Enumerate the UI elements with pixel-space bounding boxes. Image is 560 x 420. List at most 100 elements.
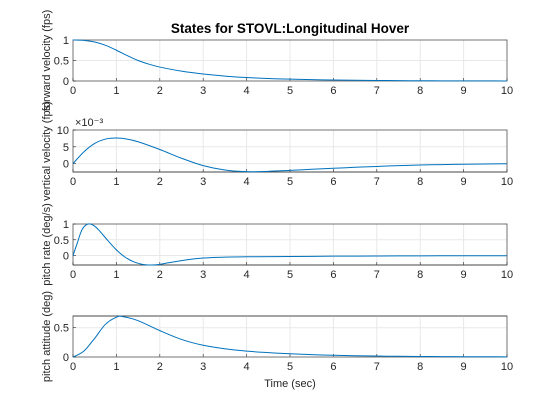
x-tick-label: 7 [374, 176, 380, 188]
data-point [268, 352, 270, 354]
data-point [72, 39, 74, 41]
x-tick-label: 6 [330, 269, 336, 281]
data-point [419, 80, 421, 82]
x-tick-label: 10 [501, 85, 513, 97]
data-point [246, 77, 248, 79]
data-point [463, 356, 465, 358]
y-tick-label: 0 [63, 76, 69, 88]
data-point [202, 73, 204, 75]
data-point [268, 171, 270, 173]
data-point [116, 49, 118, 51]
x-tick-label: 8 [417, 85, 423, 97]
x-tick-label: 8 [417, 269, 423, 281]
data-point [72, 163, 74, 165]
data-point [419, 164, 421, 166]
x-tick-label: 5 [287, 176, 293, 188]
data-point [90, 223, 92, 225]
x-tick-label: 4 [244, 85, 250, 97]
data-point [224, 169, 226, 171]
x-tick-label: 10 [501, 361, 513, 373]
data-point [77, 242, 79, 244]
x-tick-label: 5 [287, 85, 293, 97]
data-point [333, 354, 335, 356]
subplot-2: 0 1 2 3 4 5 6 7 8 9 10 0 5 10 ×10⁻³ vertical velocity (… [41, 101, 513, 201]
data-point [289, 256, 291, 258]
data-point [181, 260, 183, 262]
data-point [311, 79, 313, 81]
x-axis-label: Time (sec) [264, 378, 316, 390]
y-tick-label: 10 [57, 125, 69, 137]
data-point [398, 355, 400, 357]
x-tick-label: 1 [113, 85, 119, 97]
data-point [506, 163, 508, 165]
x-tick-label: 3 [200, 176, 206, 188]
data-point [124, 256, 126, 258]
data-point [354, 355, 356, 357]
data-point [333, 255, 335, 257]
data-point [398, 80, 400, 82]
data-point [126, 55, 128, 57]
data-point [419, 255, 421, 257]
y-tick-label: 0.5 [54, 56, 69, 68]
axes-border [72, 129, 508, 173]
x-tick-label: 2 [157, 361, 163, 373]
data-point [81, 230, 83, 232]
data-point [94, 41, 96, 43]
x-tick-label: 3 [200, 85, 206, 97]
data-point [441, 80, 443, 82]
data-point [224, 75, 226, 77]
x-tick-label: 3 [200, 269, 206, 281]
x-tick-label: 4 [244, 176, 250, 188]
data-point [311, 169, 313, 171]
y-axis-label: pitch attitude (deg) [41, 291, 53, 382]
axes-border [72, 39, 508, 82]
data-point [376, 255, 378, 257]
data-point [333, 168, 335, 170]
x-tick-label: 8 [417, 176, 423, 188]
data-point [376, 355, 378, 357]
data-point [159, 149, 161, 151]
data-point [333, 79, 335, 81]
data-point [116, 249, 118, 251]
data-point [311, 354, 313, 356]
x-tick-label: 7 [374, 269, 380, 281]
data-point [168, 262, 170, 264]
x-tick-label: 6 [330, 176, 336, 188]
x-tick-label: 0 [70, 85, 76, 97]
data-point [148, 63, 150, 65]
x-tick-label: 3 [200, 361, 206, 373]
data-point [133, 261, 135, 263]
data-point [83, 151, 85, 153]
y-axis-label: vertical velocity (fps) [41, 101, 53, 201]
x-tick-label: 9 [461, 85, 467, 97]
x-tick-label: 9 [461, 361, 467, 373]
data-point [376, 80, 378, 82]
data-point [105, 45, 107, 47]
data-point [354, 79, 356, 81]
data-point [83, 350, 85, 352]
x-tick-label: 5 [287, 269, 293, 281]
series-line-3 [72, 223, 508, 266]
subplot-1: 0 1 2 3 4 5 6 7 8 9 10 0 0.5 1 forward velocity (fps) [41, 10, 513, 111]
y-tick-label: 0 [63, 352, 69, 364]
data-point [289, 78, 291, 80]
data-point [85, 224, 87, 226]
series-line-1 [72, 39, 508, 82]
data-point [181, 157, 183, 159]
data-point [137, 60, 139, 62]
data-point [202, 344, 204, 346]
data-point [72, 356, 74, 358]
x-tick-label: 4 [244, 269, 250, 281]
y-tick-label: 0.5 [54, 323, 69, 335]
data-point [94, 337, 96, 339]
y-tick-label: 1 [63, 219, 69, 231]
axes-border [72, 315, 508, 358]
data-point [419, 356, 421, 358]
series-line-4 [72, 315, 508, 358]
data-point [246, 350, 248, 352]
x-tick-label: 1 [113, 269, 119, 281]
data-point [159, 264, 161, 266]
data-point [181, 339, 183, 341]
